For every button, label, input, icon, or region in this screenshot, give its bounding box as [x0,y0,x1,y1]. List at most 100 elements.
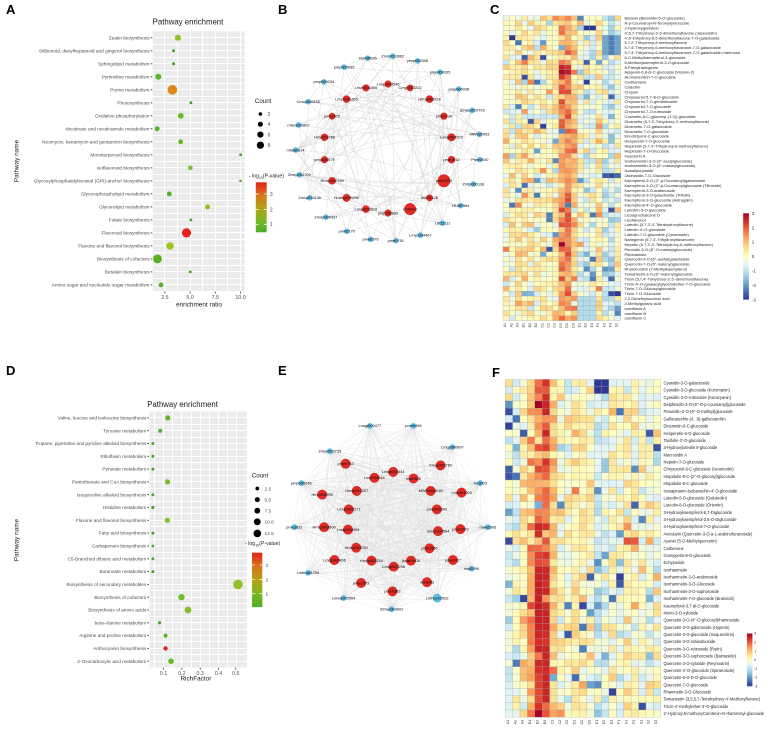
svg-text:Valine, leucine and isoleucine: Valine, leucine and isoleucine biosynthe… [58,416,147,421]
svg-text:B1: B1 [522,323,526,327]
svg-text:pmp000035: pmp000035 [334,64,355,69]
svg-text:Betalain biosynthesis: Betalain biosynthesis [105,270,150,276]
svg-text:Carbenone: Carbenone [664,546,685,551]
svg-text:Quercetin-3-O-xyloside (Reynou: Quercetin-3-O-xyloside (Reynoutrin) [664,661,730,666]
svg-text:Cmyp003222: Cmyp003222 [399,85,422,90]
svg-text:Quercetin-3-O-sophoroside (Bai: Quercetin-3-O-sophoroside (Baimaside) [664,654,737,659]
svg-text:-1: -1 [752,269,757,274]
svg-text:3-Hydroxykaempferol-6,7-Digluc: 3-Hydroxykaempferol-6,7-Diglucoside [664,510,733,515]
svg-text:Butanoate metabolism: Butanoate metabolism [100,569,147,574]
svg-text:-1: -1 [754,667,757,671]
svg-text:Photosynthesis: Photosynthesis [117,100,150,106]
svg-text:Glycosylphosphatidylinositol (: Glycosylphosphatidylinositol (GPI)-ancho… [34,179,150,185]
svg-text:Petunidin-3-O-(6''-O-malloyl)g: Petunidin-3-O-(6''-O-malloyl)glucoside [664,409,734,414]
svg-text:enrichment ratio: enrichment ratio [176,302,222,309]
svg-text:Biosynthesis of secondary meta: Biosynthesis of secondary metabolites [66,582,146,587]
svg-text:Lmhp002502: Lmhp002502 [426,595,449,600]
svg-text:mfwa0814: mfwa0814 [287,147,306,152]
svg-text:0.3: 0.3 [197,671,204,677]
svg-text:B1: B1 [528,720,532,724]
svg-text:Eriodictyol-8-C-glucoside: Eriodictyol-8-C-glucoside [625,134,670,139]
svg-text:0.1: 0.1 [160,671,167,677]
svg-text:Echyposide: Echyposide [664,560,686,565]
svg-text:0.2: 0.2 [178,671,185,677]
svg-text:pmp030679: pmp030679 [314,157,335,162]
svg-text:0: 0 [754,658,756,662]
svg-text:D: D [6,363,15,378]
svg-text:Carbapenem biosynthesis: Carbapenem biosynthesis [92,544,147,549]
svg-text:3: 3 [270,192,273,198]
svg-text:D1: D1 [559,323,563,328]
svg-text:Isoflavonoid biosynthesis: Isoflavonoid biosynthesis [97,166,150,172]
svg-text:Nepetin-7-O-glucoside: Nepetin-7-O-glucoside [664,460,706,465]
svg-text:Hispidulin-7-O-Glucoside: Hispidulin-7-O-Glucoside [625,148,670,153]
svg-text:pmp005246: pmp005246 [291,480,312,485]
svg-text:Tamarixetin-3-O-(6''-malonyl)g: Tamarixetin-3-O-(6''-malonyl)glucoside [625,271,694,276]
svg-text:1: 1 [266,592,269,598]
svg-text:C1: C1 [550,720,554,725]
svg-text:B2: B2 [536,720,540,724]
svg-text:10.0: 10.0 [235,295,245,301]
svg-text:Morin-3-O-xyloside: Morin-3-O-xyloside [664,610,699,615]
svg-text:Chrysoeriol-7-O-rutinoside: Chrysoeriol-7-O-rutinoside [625,109,673,114]
svg-text:pme1912: pme1912 [443,157,459,162]
svg-text:Pyruvate metabolism: Pyruvate metabolism [102,467,146,472]
svg-text:Diosmetin-7-O-galactoside: Diosmetin-7-O-galactoside [625,124,673,129]
svg-text:Luteolin-8-O-glucoside (Orient: Luteolin-8-O-glucoside (Orientin) [664,503,724,508]
svg-text:Insectorin A: Insectorin A [625,153,646,158]
svg-text:Macrosidin A: Macrosidin A [664,452,688,457]
svg-text:0.5: 0.5 [232,671,239,677]
svg-text:A3: A3 [521,720,525,724]
svg-text:A2: A2 [513,720,517,724]
svg-text:Isoquinoline alkaloid biosynth: Isoquinoline alkaloid biosynthesis [77,492,147,497]
svg-text:6-C-Methylkaempferol-3-glucosi: 6-C-Methylkaempferol-3-glucoside [625,55,687,60]
svg-text:Diosmetin-7-O-glucoside: Diosmetin-7-O-glucoside [625,129,670,134]
svg-text:Hfmp003228: Hfmp003228 [418,96,440,101]
svg-text:Tricin-7-O-Glucoside: Tricin-7-O-Glucoside [625,291,663,296]
svg-text:Zmyp002735: Zmyp002735 [318,449,341,454]
svg-text:5,7,4'-Trihydroxy-6-methoxyfla: 5,7,4'-Trihydroxy-6-methoxyflavanone-7-O… [625,45,722,50]
svg-text:Kaempferol-3-O-galactoside (Tr: Kaempferol-3-O-galactoside (Trifolin) [625,193,691,198]
svg-text:Glycerophospholipid metabolism: Glycerophospholipid metabolism [81,192,150,198]
svg-text:C5-Branched dibasic acid metab: C5-Branched dibasic acid metabolism [68,556,147,561]
svg-text:Zmdp000437: Zmdp000437 [314,214,337,219]
svg-text:pmp000034: pmp000034 [314,79,335,84]
svg-text:Biosynthesis of cofactors: Biosynthesis of cofactors [94,595,147,600]
svg-text:E1: E1 [595,720,599,724]
svg-text:Tamarixetin (3,5,5,7-Tetrahydr: Tamarixetin (3,5,5,7-Tetrahydroxy-4'-Met… [664,697,761,702]
svg-text:F2: F2 [602,323,606,327]
svg-text:1: 1 [754,649,756,653]
svg-text:Count: Count [255,98,272,105]
svg-text:F3: F3 [632,720,636,724]
svg-text:Neomycin, kanamycin and gentam: Neomycin, kanamycin and gentamicin biosy… [42,139,150,145]
svg-text:Pantothenate and CoA biosynthe: Pantothenate and CoA biosynthesis [72,480,147,485]
svg-text:Hmcp003210: Hmcp003210 [360,558,384,563]
svg-text:6-Methoxykaempferol-3-O-glucos: 6-Methoxykaempferol-3-O-glucoside [625,60,690,65]
svg-text:Rhamnocitrin (7-Methylkaempfer: Rhamnocitrin (7-Methylkaempferol) [625,267,688,272]
svg-text:8: 8 [268,143,271,149]
svg-text:Sphingolipid metabolism: Sphingolipid metabolism [98,61,150,67]
svg-text:1: 1 [752,240,755,245]
svg-text:Chrysoeriol-6-C-glucoside (Iso: Chrysoeriol-6-C-glucoside (Isoorientin) [664,467,735,472]
svg-text:0: 0 [752,254,755,259]
svg-text:S1: S1 [615,323,619,327]
svg-text:D2: D2 [580,720,584,725]
svg-text:2: 2 [754,641,756,645]
svg-text:F: F [492,365,500,380]
svg-text:Tropane, piperidine and pyridi: Tropane, piperidine and pyridine alkaloi… [35,441,147,446]
svg-text:pme0739: pme0739 [436,114,452,119]
svg-text:pmp000038: pmp000038 [449,86,470,91]
svg-text:B2: B2 [528,323,532,327]
svg-text:Lmqp000477: Lmqp000477 [358,423,381,428]
svg-text:pme0751: pme0751 [388,238,404,243]
svg-text:8-Prenylnaringenin: 8-Prenylnaringenin [625,65,659,70]
svg-text:pme0753: pme0753 [337,461,353,466]
svg-text:mwe0306: mwe0306 [479,525,496,530]
svg-text:Stilbenoid, diarylheptanoid an: Stilbenoid, diarylheptanoid and gingerol… [39,48,150,54]
svg-text:C3: C3 [553,323,557,328]
svg-text:Lmqp000897: Lmqp000897 [441,444,464,449]
svg-text:Xmac002780: Xmac002780 [429,463,453,468]
svg-text:Isorhamnetin-3-O-arabinoside: Isorhamnetin-3-O-arabinoside [664,575,719,580]
svg-text:Cyanidin-3-O-galactoside: Cyanidin-3-O-galactoside [664,380,711,385]
svg-text:Hmcp012257: Hmcp012257 [345,488,368,493]
